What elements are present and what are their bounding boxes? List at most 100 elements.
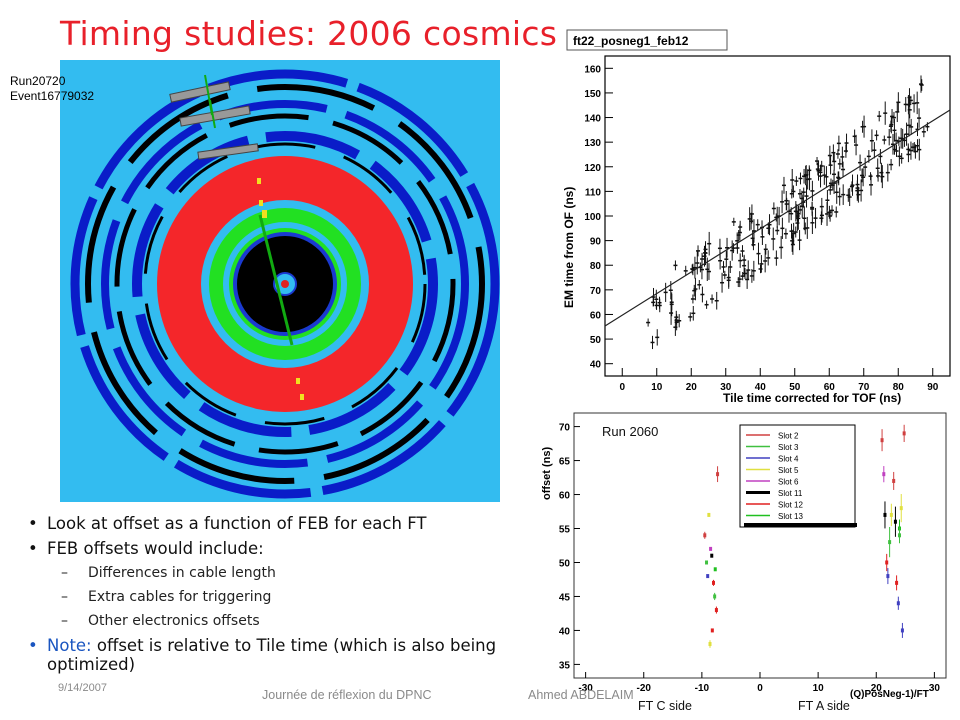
plot-title-box (566, 29, 728, 51)
offset-point (882, 472, 886, 477)
y-tick-label: 90 (590, 237, 602, 248)
y-tick-label: 70 (559, 423, 571, 434)
offset-point (885, 560, 889, 565)
bullet-list: • Look at offset as a function of FEB for… (28, 514, 528, 680)
x-tick-labels-2: -30 -20 -10 0 10 20 30 (578, 672, 940, 694)
offset-plot: 35 40 45 50 55 60 65 70 -30 -20 -10 0 10 20 30 offset… (541, 412, 947, 700)
x-tick-label: 30 (720, 382, 732, 393)
y-tick-label: 140 (584, 114, 601, 125)
x-tick-label: 10 (813, 683, 825, 694)
y-tick-label: 35 (559, 660, 571, 671)
y-tick-labels: 40 50 60 70 80 90 100 110 120 130 140 150 160 (584, 64, 613, 371)
y-tick-label: 160 (584, 64, 601, 75)
offset-point (886, 574, 890, 579)
y-tick-label: 150 (584, 89, 601, 100)
x-axis-title-2: (Q)PosNeg-1)/FT (850, 689, 929, 700)
y-tick-label: 45 (559, 592, 571, 603)
x-tick-label: 10 (651, 382, 663, 393)
y-tick-label: 55 (559, 525, 571, 536)
y-axis-title-2: offset (ns) (541, 447, 553, 501)
plot-title: ft22_posneg1_feb12 (573, 34, 689, 48)
y-tick-label: 40 (590, 360, 602, 371)
y-tick-label: 50 (590, 335, 602, 346)
footer-date: 9/14/2007 (58, 682, 107, 694)
legend-label: Slot 12 (778, 501, 803, 510)
offset-point (714, 608, 718, 613)
run-number: Run20720 (10, 74, 66, 88)
fit-line (604, 109, 951, 327)
x-tick-labels: 0 10 20 30 40 50 60 70 80 90 (619, 368, 939, 393)
y-tick-label: 65 (559, 457, 571, 468)
x-tick-label: 0 (757, 683, 763, 694)
offset-point (889, 512, 893, 517)
y-tick-label: 40 (559, 626, 571, 637)
y-tick-label: 50 (559, 558, 571, 569)
offset-point (898, 533, 901, 538)
y-tick-label: 120 (584, 163, 601, 174)
slide-title: Timing studies: 2006 cosmics (60, 14, 558, 53)
ft-c-side-label: FT C side (638, 699, 692, 713)
offset-points (703, 424, 906, 648)
x-tick-label: 60 (824, 382, 836, 393)
bullet-item-note: • Note: offset is relative to Tile time (… (28, 636, 497, 674)
run-2060-label: Run 2060 (602, 424, 659, 439)
offset-point (713, 567, 717, 572)
x-axis-title: Tile time corrected for TOF (ns) (723, 391, 901, 405)
offset-point (895, 580, 899, 585)
legend-label: Slot 4 (778, 455, 799, 464)
bullet-item: • Look at offset as a function of FEB for… (28, 514, 427, 533)
y-tick-label: 130 (584, 138, 601, 149)
offset-point (712, 580, 715, 585)
legend-label: Slot 13 (778, 512, 803, 521)
offset-point (893, 519, 897, 524)
offset-point (883, 512, 887, 517)
offset-point (705, 560, 709, 565)
offset-point (708, 642, 712, 647)
y-tick-label: 60 (559, 491, 571, 502)
sub-bullet-item: – Differences in cable length (61, 565, 276, 581)
legend-box (739, 424, 856, 528)
x-tick-label: 20 (871, 683, 883, 694)
legend-label: Slot 5 (778, 466, 799, 475)
offset-point (709, 546, 713, 551)
data-points (646, 75, 930, 350)
y-tick-label: 110 (585, 187, 602, 198)
x-tick-label: 50 (789, 382, 801, 393)
x-tick-label: 70 (858, 382, 870, 393)
x-tick-label: -10 (695, 683, 710, 694)
y-tick-label: 70 (590, 286, 602, 297)
x-tick-label: 80 (893, 382, 905, 393)
offset-point (880, 438, 884, 443)
y-tick-label: 100 (584, 212, 601, 223)
offset-point (900, 628, 904, 633)
y-tick-labels-2: 35 40 45 50 55 60 65 70 (559, 423, 580, 671)
offset-point (706, 574, 710, 579)
legend-label: Slot 3 (778, 443, 799, 452)
bullet-item: • FEB offsets would include: (28, 539, 264, 558)
offset-point (888, 540, 892, 545)
y-tick-label: 80 (590, 261, 602, 272)
sub-bullet-item: – Extra cables for triggering (61, 589, 272, 605)
x-tick-label: 20 (686, 382, 698, 393)
x-tick-label: -30 (578, 683, 593, 694)
footer-conference: Journée de réflexion du DPNC (262, 688, 432, 702)
sub-bullet-item: – Other electronics offsets (61, 613, 260, 629)
offset-point (713, 594, 717, 599)
y-tick-label: 60 (590, 310, 602, 321)
y-axis-title: EM time from OF (ns) (562, 187, 576, 308)
event-number: Event16779032 (10, 89, 95, 103)
scatter-plot-em-vs-tile: ft22_posneg1_feb12 405060708090100110120… (562, 29, 951, 405)
offset-point (899, 506, 903, 511)
offset-point (902, 431, 906, 436)
offset-point (710, 553, 714, 558)
x-tick-label: 90 (927, 382, 939, 393)
x-tick-label: 30 (929, 683, 941, 694)
footer-author: Ahmed ABDELAIM (528, 688, 634, 702)
offset-point (710, 628, 714, 633)
run-event-label: Run20720 Event16779032 (10, 74, 94, 104)
legend-label: Slot 11 (778, 489, 803, 498)
ft-a-side-label: FT A side (798, 699, 850, 713)
offset-point (896, 601, 900, 606)
legend-label: Slot 6 (778, 478, 799, 487)
x-tick-label: 0 (619, 382, 625, 393)
